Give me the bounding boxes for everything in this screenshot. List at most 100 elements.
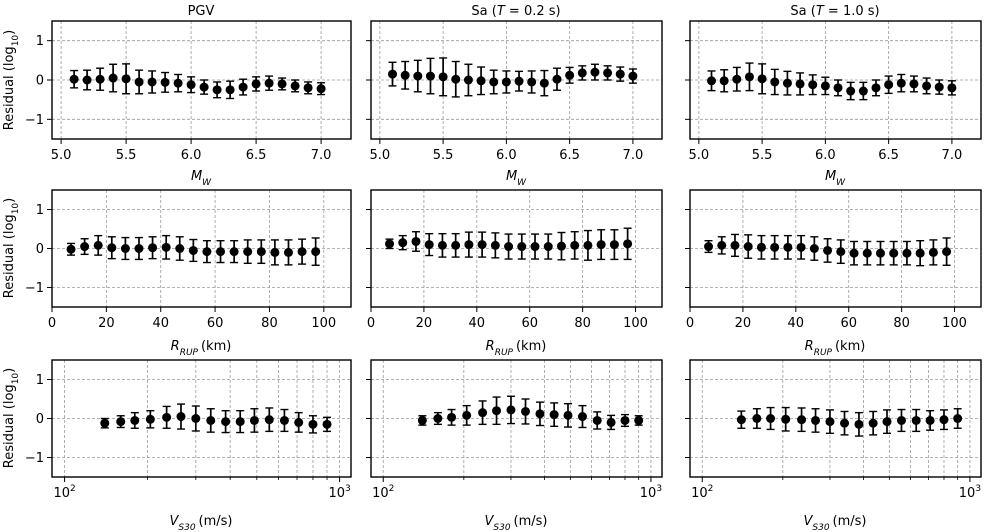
mean-marker	[514, 76, 524, 86]
ylabel-row-vs30: Residual (log10)	[2, 368, 21, 468]
panel-rrup-sa10: 0 20 40 60 80 100	[685, 189, 982, 331]
mean-marker	[264, 78, 274, 88]
title-sa10: Sa (T = 1.0 s)	[790, 4, 879, 19]
y-tick-label: −1	[25, 281, 44, 296]
mean-marker	[191, 414, 201, 423]
mean-marker	[730, 240, 740, 250]
mean-marker	[744, 72, 754, 82]
y-tick-label: 1	[36, 203, 44, 218]
mean-marker	[915, 248, 925, 258]
mean-marker	[107, 243, 117, 253]
mean-marker	[212, 85, 222, 95]
mean-marker	[489, 77, 499, 87]
mean-marker	[398, 238, 408, 248]
x-tick-label: 100	[623, 316, 648, 331]
mean-marker	[95, 74, 105, 84]
y-tick-label: 0	[36, 74, 44, 89]
mean-marker	[69, 74, 79, 84]
mean-marker	[506, 405, 516, 415]
mean-marker	[922, 81, 932, 91]
mean-marker	[583, 240, 593, 250]
title-sa02: Sa (T = 0.2 s)	[471, 4, 560, 19]
mean-marker	[756, 242, 766, 252]
x-tick-label: 103	[328, 484, 350, 501]
mean-marker	[539, 78, 549, 88]
xlabel-rrup-col1: RRUP (km)	[171, 339, 232, 358]
mean-marker	[417, 415, 427, 425]
xlabel-mw-col3: MW	[825, 169, 846, 188]
mean-marker	[836, 247, 846, 257]
xlabel-mw-col1: MW	[191, 169, 212, 188]
mean-marker	[592, 415, 602, 425]
mean-marker	[840, 418, 850, 428]
mean-marker	[704, 242, 714, 252]
mean-marker	[160, 77, 170, 87]
mean-marker	[909, 79, 919, 89]
xlabel-vs30-col3: VS30 (m/s)	[803, 514, 866, 532]
mean-marker	[243, 247, 253, 257]
mean-marker	[93, 240, 103, 250]
mean-marker	[162, 412, 172, 422]
xlabel-vs30-col1: VS30 (m/s)	[169, 514, 232, 532]
xlabel-rrup-col3: RRUP (km)	[805, 339, 866, 358]
x-tick-label: 7.0	[942, 148, 963, 163]
x-tick-label: 0	[367, 316, 375, 331]
xlabel-row-mw: MW MW MW	[191, 169, 846, 188]
mean-marker	[590, 67, 600, 77]
x-tick-label: 6.0	[496, 148, 517, 163]
x-tick-label: 103	[959, 484, 981, 501]
mean-marker	[463, 75, 473, 85]
mean-marker	[492, 406, 502, 416]
mean-marker	[235, 417, 245, 427]
x-tick-label: 100	[311, 316, 336, 331]
mean-marker	[563, 410, 573, 420]
mean-marker	[783, 242, 793, 252]
panel-vs30-sa10: 102 103	[685, 359, 982, 501]
mean-marker	[249, 415, 259, 425]
mean-marker	[308, 419, 318, 429]
y-tick-label: 0	[36, 412, 44, 427]
x-tick-label: 40	[152, 316, 169, 331]
mean-marker	[530, 242, 540, 252]
x-tick-label: 5.0	[689, 148, 710, 163]
mean-marker	[875, 248, 885, 258]
mean-marker	[833, 83, 843, 93]
x-tick-label: 6.5	[246, 148, 267, 163]
x-tick-label: 60	[207, 316, 224, 331]
mean-marker	[490, 240, 500, 250]
mean-marker	[411, 236, 421, 246]
x-tick-label: 40	[469, 316, 486, 331]
mean-marker	[902, 248, 912, 258]
mean-marker	[628, 71, 638, 81]
x-tick-label: 7.0	[311, 148, 332, 163]
panel-rrup-sa02: 0 20 40 60 80 100	[366, 189, 663, 331]
mean-marker	[732, 74, 742, 84]
x-tick-label: 60	[521, 316, 538, 331]
mean-marker	[549, 410, 559, 420]
mean-marker	[942, 247, 952, 257]
mean-marker	[433, 414, 443, 423]
mean-marker	[202, 247, 212, 257]
x-tick-label: 6.0	[815, 148, 836, 163]
x-tick-label: 7.0	[623, 148, 644, 163]
mean-marker	[251, 79, 261, 89]
x-tick-label: 80	[261, 316, 278, 331]
mean-marker	[947, 83, 957, 93]
panel-vs30-sa02: 102 103	[366, 359, 663, 501]
mean-marker	[80, 242, 90, 252]
mean-marker	[221, 417, 231, 427]
mean-marker	[882, 417, 892, 427]
mean-marker	[770, 77, 780, 87]
mean-marker	[556, 241, 566, 251]
mean-marker	[707, 76, 717, 86]
mean-marker	[297, 247, 307, 257]
mean-marker	[811, 415, 821, 425]
mean-marker	[225, 85, 235, 95]
mean-marker	[634, 415, 644, 425]
mean-marker	[782, 78, 792, 88]
mean-marker	[66, 244, 76, 254]
mean-marker	[145, 414, 155, 424]
mean-marker	[808, 80, 818, 90]
mean-marker	[609, 240, 619, 250]
mean-marker	[238, 82, 248, 92]
